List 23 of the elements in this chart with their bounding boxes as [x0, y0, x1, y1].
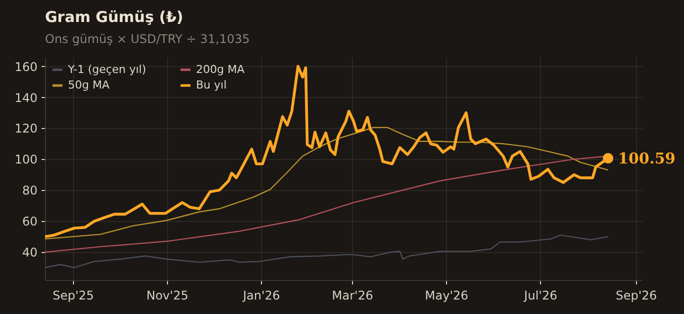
legend-label: Y-1 (geçen yıl)	[67, 62, 146, 76]
chart-title: Gram Gümüş (₺)	[45, 8, 184, 26]
x-tick-label: Sep'26	[616, 288, 657, 302]
legend-label: 50g MA	[68, 78, 110, 92]
y-tick-label: 100	[14, 152, 38, 167]
legend-label: Bu yıl	[196, 78, 227, 92]
y-tick-label: 140	[14, 90, 38, 105]
x-tick-label: Jul'26	[523, 288, 558, 302]
x-tick-label: Mar'26	[332, 288, 374, 302]
x-tick-label: Sep'25	[52, 288, 94, 302]
y-tick-label: 60	[22, 214, 38, 229]
chart-subtitle: Ons gümüş × USD/TRY ÷ 31,1035	[45, 32, 250, 46]
x-tick-label: Nov'25	[146, 288, 188, 302]
line-series	[45, 234, 609, 268]
y-tick-label: 120	[14, 122, 38, 136]
legend-label: 200g MA	[196, 62, 245, 76]
y-tick-label: 160	[14, 60, 38, 74]
y-tick-label: 40	[22, 246, 38, 260]
x-tick-label: May'26	[424, 288, 468, 302]
line-series	[45, 126, 609, 240]
x-tick-label: Jan'26	[242, 288, 280, 302]
annotation: 100.59	[618, 149, 676, 168]
y-tick-label: 80	[22, 184, 38, 198]
